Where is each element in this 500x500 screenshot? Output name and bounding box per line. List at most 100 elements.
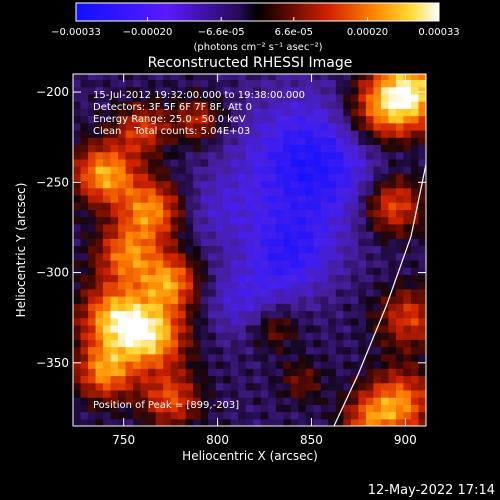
heatmap-cell [103,310,112,319]
heatmap-cell [140,397,149,405]
heatmap-cell [238,375,247,384]
heatmap-cell [260,382,269,391]
heatmap-cell [125,129,134,138]
heatmap-cell [283,368,292,377]
heatmap-cell [103,274,112,283]
colorbar-tick-label: 0.00033 [418,27,459,38]
heatmap-cell [298,158,307,167]
heatmap-cell [350,317,359,326]
heatmap-cell [118,346,127,355]
heatmap-cell [380,122,390,131]
heatmap-cell [358,339,367,348]
heatmap-cell [80,74,89,81]
heatmap-cell [380,173,390,182]
heatmap-cell [343,86,352,95]
heatmap-cell [253,346,262,355]
heatmap-cell [88,216,97,225]
heatmap-cell [320,86,329,95]
heatmap-cell [95,324,104,333]
heatmap-cell [358,158,367,167]
heatmap-cell [245,332,254,340]
heatmap-cell [350,368,359,377]
heatmap-cell [365,259,375,268]
heatmap-cell [253,375,262,384]
heatmap-cell [140,252,149,261]
heatmap-cell [163,74,172,81]
heatmap-cell [133,382,142,391]
heatmap-cell [88,288,97,297]
heatmap-cell [155,231,164,239]
heatmap-cell [358,281,367,290]
heatmap-cell [328,288,337,297]
heatmap-cell [103,303,112,312]
heatmap-cell [403,122,412,131]
heatmap-cell [170,382,179,391]
heatmap-cell [110,274,119,283]
heatmap-cell [133,389,142,398]
heatmap-cell [80,332,89,340]
heatmap-cell [388,180,397,189]
heatmap-cell [320,245,329,254]
heatmap-cell [373,353,382,362]
heatmap-cell [223,223,232,232]
heatmap-cell [328,281,337,290]
heatmap-cell [208,332,217,340]
heatmap-cell [418,93,426,102]
heatmap-cell [283,353,292,362]
heatmap-cell [373,144,382,153]
heatmap-cell [80,252,89,261]
heatmap-cell [230,375,239,384]
y-tick-label: −300 [36,266,69,280]
heatmap-cell [73,194,82,203]
heatmap-cell [253,166,262,174]
heatmap-cell [223,303,232,312]
heatmap-cell [388,108,397,117]
heatmap-cell [155,101,164,109]
heatmap-cell [155,187,164,196]
heatmap-cell [148,231,157,239]
heatmap-cell [178,238,187,247]
heatmap-cell [335,187,344,196]
heatmap-cell [133,288,142,297]
heatmap-cell [95,101,104,109]
heatmap-cell [155,216,164,225]
heatmap-cell [193,158,202,167]
heatmap-cell [290,137,299,145]
heatmap-cell [365,158,375,167]
heatmap-cell [395,129,405,138]
heatmap-cell [268,137,277,145]
heatmap-cell [358,166,367,174]
heatmap-cell [178,389,187,398]
heatmap-cell [290,86,299,95]
heatmap-cell [163,310,172,319]
heatmap-cell [103,361,112,369]
heatmap-cell [125,245,134,254]
heatmap-cell [268,231,277,239]
heatmap-cell [185,389,194,398]
heatmap-cell [125,209,134,218]
heatmap-cell [320,332,329,340]
heatmap-cell [110,296,119,304]
heatmap-cell [200,389,209,398]
heatmap-cell [73,339,82,348]
heatmap-cell [335,274,344,283]
heatmap-cell [80,93,89,102]
heatmap-cell [238,86,247,95]
heatmap-cell [365,144,375,153]
heatmap-cell [328,144,337,153]
heatmap-cell [215,74,224,81]
heatmap-cell [298,303,307,312]
heatmap-cell [410,101,420,109]
heatmap-cell [223,166,232,174]
heatmap-cell [163,382,172,391]
heatmap-cell [245,173,254,182]
heatmap-cell [328,267,337,275]
heatmap-cell [223,108,232,117]
heatmap-cell [290,389,299,398]
heatmap-cell [133,173,142,182]
heatmap-cell [170,259,179,268]
heatmap-cell [380,238,390,247]
heatmap-cell [133,259,142,268]
heatmap-cell [110,353,119,362]
heatmap-cell [328,86,337,95]
